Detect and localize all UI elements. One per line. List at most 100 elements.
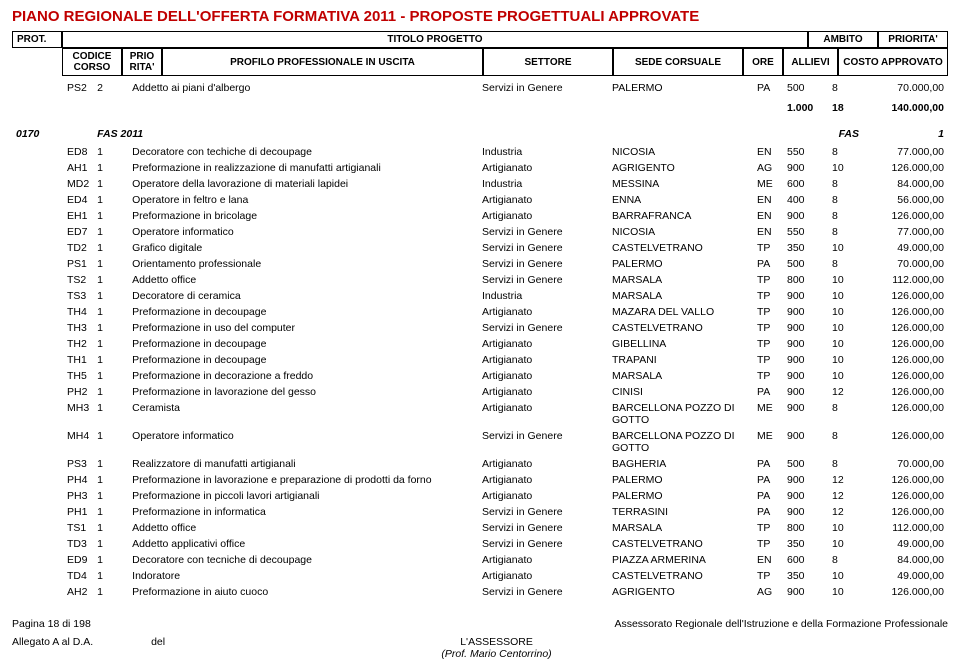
cell-profilo: Addetto office — [128, 272, 478, 288]
table-row: MD21Operatore della lavorazione di mater… — [12, 176, 948, 192]
cell-sede: NICOSIA — [608, 144, 753, 160]
cell-sede: TERRASINI — [608, 504, 753, 520]
cell-allievi: 10 — [828, 336, 863, 352]
cell-prov: TP — [753, 536, 783, 552]
cell-prio: 1 — [93, 536, 128, 552]
header-ambito: AMBITO — [808, 31, 878, 48]
cell-costo: 126.000,00 — [863, 352, 948, 368]
cell-prio: 1 — [93, 208, 128, 224]
cell-sede: AGRIGENTO — [608, 584, 753, 600]
cell-prov: TP — [753, 568, 783, 584]
section-ambito: FAS — [783, 120, 863, 144]
cell-profilo: Preformazione in lavorazione del gesso — [128, 384, 478, 400]
cell-ore: 600 — [783, 176, 828, 192]
cell-codice: PH3 — [12, 488, 93, 504]
cell-sede: BARCELLONA POZZO DI GOTTO — [608, 428, 753, 456]
cell-ore: 900 — [783, 428, 828, 456]
cell-sede: MARSALA — [608, 288, 753, 304]
cell-ore: 900 — [783, 320, 828, 336]
cell-costo: 49.000,00 — [863, 536, 948, 552]
cell-allievi: 8 — [828, 456, 863, 472]
cell-allievi: 10 — [828, 320, 863, 336]
cell-allievi: 8 — [828, 176, 863, 192]
cell-prov: PA — [753, 384, 783, 400]
cell-ore: 350 — [783, 536, 828, 552]
cell-profilo: Preformazione in informatica — [128, 504, 478, 520]
cell-ore: 900 — [783, 352, 828, 368]
cell-settore: Servizi in Genere — [478, 80, 608, 96]
cell-prio: 1 — [93, 336, 128, 352]
cell-codice: ED9 — [12, 552, 93, 568]
cell-prio: 1 — [93, 584, 128, 600]
cell-ore: 800 — [783, 272, 828, 288]
cell-costo: 126.000,00 — [863, 208, 948, 224]
cell-allievi: 8 — [828, 400, 863, 428]
cell-ore: 500 — [783, 256, 828, 272]
footer-page: Pagina 18 di 198 — [12, 618, 91, 630]
header-allievi: ALLIEVI — [783, 48, 838, 76]
cell-costo: 49.000,00 — [863, 568, 948, 584]
cell-codice: TS3 — [12, 288, 93, 304]
table-row: TH31Preformazione in uso del computerSer… — [12, 320, 948, 336]
cell-costo: 126.000,00 — [863, 304, 948, 320]
cell-sede: TRAPANI — [608, 352, 753, 368]
cell-prio: 1 — [93, 400, 128, 428]
cell-prio: 1 — [93, 520, 128, 536]
cell-settore: Industria — [478, 144, 608, 160]
cell-prov: EN — [753, 192, 783, 208]
cell-settore: Artigianato — [478, 352, 608, 368]
cell-prio: 1 — [93, 256, 128, 272]
cell-allievi: 12 — [828, 488, 863, 504]
cell-costo: 126.000,00 — [863, 336, 948, 352]
cell-ore: 900 — [783, 304, 828, 320]
cell-settore: Artigianato — [478, 384, 608, 400]
cell-prov: TP — [753, 520, 783, 536]
cell-allievi: 10 — [828, 240, 863, 256]
cell-sede: CASTELVETRANO — [608, 568, 753, 584]
cell-prov: PA — [753, 456, 783, 472]
footer-allegato: Allegato A al D.A. — [12, 636, 93, 648]
cell-ore: 550 — [783, 144, 828, 160]
cell-settore: Artigianato — [478, 568, 608, 584]
cell-prov: TP — [753, 320, 783, 336]
cell-profilo: Decoratore di ceramica — [128, 288, 478, 304]
cell-profilo: Preformazione in piccoli lavori artigian… — [128, 488, 478, 504]
cell-codice: TH2 — [12, 336, 93, 352]
header-ore: ORE — [743, 48, 783, 76]
cell-costo: 126.000,00 — [863, 320, 948, 336]
header-costo: COSTO APPROVATO — [838, 48, 948, 76]
cell-prov: ME — [753, 400, 783, 428]
cell-prio: 1 — [93, 428, 128, 456]
cell-profilo: Preformazione in decoupage — [128, 352, 478, 368]
cell-costo: 126.000,00 — [863, 384, 948, 400]
cell-ore: 900 — [783, 288, 828, 304]
cell-ore: 900 — [783, 384, 828, 400]
cell-allievi: 10 — [828, 584, 863, 600]
data-table: PS2 2 Addetto ai piani d'albergo Servizi… — [12, 80, 948, 600]
cell-sede: PALERMO — [608, 80, 753, 96]
cell-profilo: Grafico digitale — [128, 240, 478, 256]
cell-sede: BARCELLONA POZZO DI GOTTO — [608, 400, 753, 428]
cell-ore: 550 — [783, 224, 828, 240]
cell-costo: 56.000,00 — [863, 192, 948, 208]
cell-prov: PA — [753, 472, 783, 488]
cell-allievi: 8 — [828, 144, 863, 160]
table-row: ED81Decoratore con techiche di decoupage… — [12, 144, 948, 160]
cell-prio: 1 — [93, 368, 128, 384]
cell-prio: 1 — [93, 160, 128, 176]
cell-sede: CINISI — [608, 384, 753, 400]
cell-profilo: Addetto applicativi office — [128, 536, 478, 552]
cell-codice: AH1 — [12, 160, 93, 176]
cell-costo: 126.000,00 — [863, 288, 948, 304]
cell-prov: TP — [753, 288, 783, 304]
cell-profilo: Decoratore con tecniche di decoupage — [128, 552, 478, 568]
cell-ore: 900 — [783, 472, 828, 488]
cell-ore: 900 — [783, 584, 828, 600]
cell-prio: 1 — [93, 456, 128, 472]
cell-ore: 900 — [783, 208, 828, 224]
cell-allievi: 10 — [828, 272, 863, 288]
cell-profilo: Preformazione in decorazione a freddo — [128, 368, 478, 384]
cell-ore: 400 — [783, 192, 828, 208]
table-row: TH41Preformazione in decoupageArtigianat… — [12, 304, 948, 320]
cell-prov: ME — [753, 428, 783, 456]
